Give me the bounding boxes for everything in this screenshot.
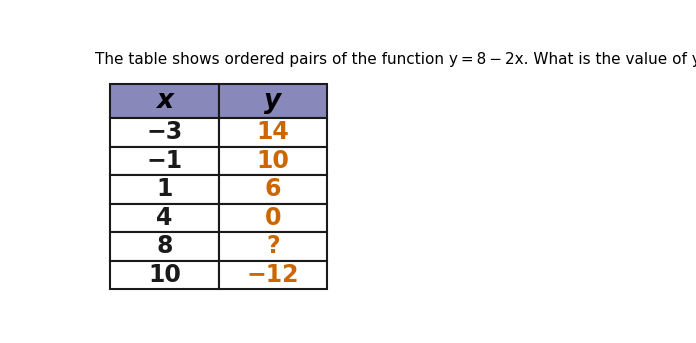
Text: ?: ? — [266, 234, 280, 258]
Bar — [219, 261, 327, 289]
Text: y: y — [264, 88, 282, 114]
Text: 6: 6 — [264, 177, 281, 201]
Bar — [110, 204, 219, 232]
Bar — [110, 83, 219, 118]
Bar — [219, 232, 327, 261]
Bar — [219, 204, 327, 232]
Text: 1: 1 — [157, 177, 173, 201]
Text: −1: −1 — [146, 149, 182, 173]
Text: 10: 10 — [148, 263, 181, 287]
Bar — [110, 147, 219, 175]
Bar — [110, 232, 219, 261]
Text: 4: 4 — [157, 206, 173, 230]
Bar — [110, 175, 219, 204]
Text: 8: 8 — [156, 234, 173, 258]
Bar — [219, 118, 327, 147]
Text: 10: 10 — [257, 149, 290, 173]
Text: The table shows ordered pairs of the function y = 8 − 2x. What is the value of y: The table shows ordered pairs of the fun… — [95, 52, 696, 67]
Bar — [219, 175, 327, 204]
Text: −3: −3 — [146, 120, 182, 144]
Text: −12: −12 — [247, 263, 299, 287]
Bar — [219, 147, 327, 175]
Text: x: x — [156, 88, 173, 114]
Bar — [219, 83, 327, 118]
Bar — [110, 118, 219, 147]
Text: 0: 0 — [264, 206, 281, 230]
Text: 14: 14 — [257, 120, 290, 144]
Bar — [110, 261, 219, 289]
